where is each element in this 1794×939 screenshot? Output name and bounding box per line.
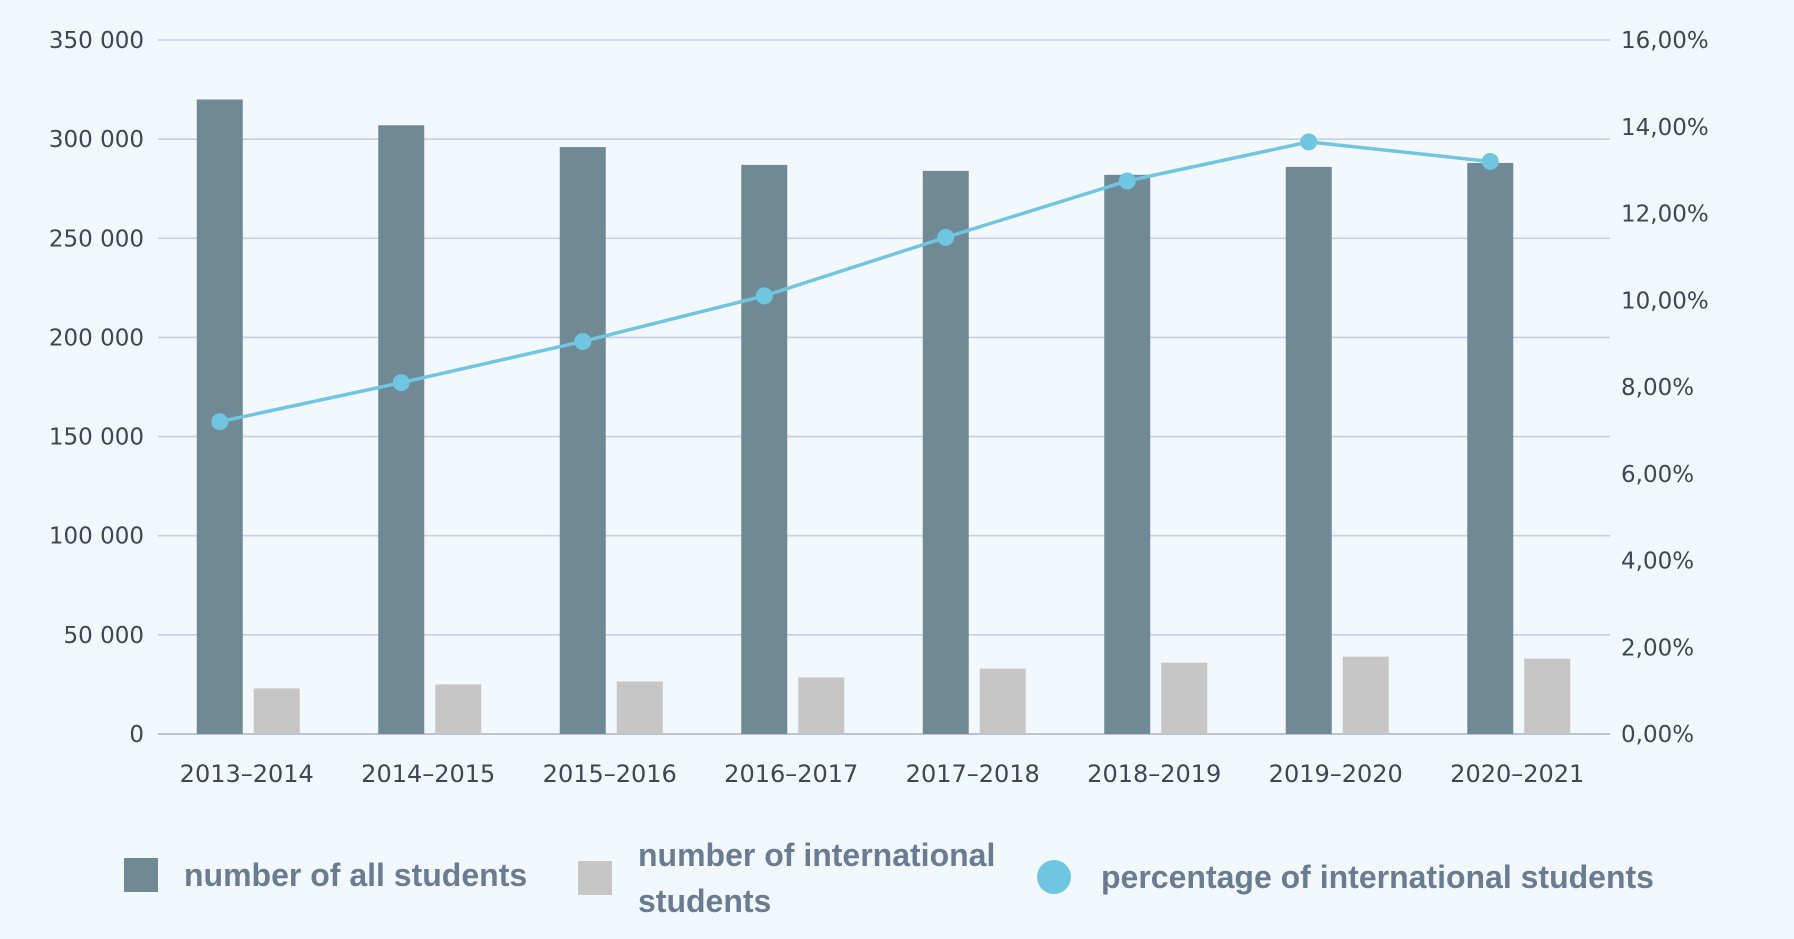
percentage-point	[574, 332, 592, 350]
bar-international-students	[435, 684, 482, 734]
bar-international-students	[1161, 662, 1208, 734]
bar-international-students	[1524, 658, 1571, 734]
bar-international-students	[1342, 656, 1389, 734]
x-category-label: 2017–2018	[906, 760, 1040, 788]
x-category-label: 2016–2017	[724, 760, 858, 788]
bar-international-students	[979, 668, 1026, 734]
legend-label-percentage: percentage of international students	[1101, 859, 1654, 895]
percentage-point	[1481, 152, 1499, 170]
y-left-tick-label: 350 000	[49, 28, 144, 54]
y-left-tick-label: 250 000	[49, 226, 144, 252]
x-category-label: 2013–2014	[180, 760, 314, 788]
x-category-label: 2014–2015	[361, 760, 495, 788]
y-right-tick-label: 10,00%	[1621, 288, 1709, 314]
legend: number of all students number of interna…	[0, 835, 1794, 935]
y-right-tick-label: 8,00%	[1621, 375, 1694, 401]
bar-all-students	[1104, 174, 1151, 734]
bar-international-students	[798, 677, 845, 734]
legend-label-international-students: number of international students	[638, 837, 996, 919]
x-category-label: 2015–2016	[543, 760, 677, 788]
legend-item-percentage: percentage of international students	[1037, 854, 1654, 900]
y-left-tick-label: 50 000	[64, 623, 144, 649]
bar-international-students	[253, 688, 300, 734]
legend-label-all-students: number of all students	[184, 857, 528, 893]
y-right-tick-label: 6,00%	[1621, 462, 1694, 488]
x-category-label: 2020–2021	[1450, 760, 1584, 788]
percentage-point	[1300, 133, 1318, 151]
x-category-label: 2019–2020	[1269, 760, 1403, 788]
y-left-tick-label: 0	[129, 722, 144, 748]
legend-swatch-percentage	[1037, 860, 1071, 894]
y-left-tick-label: 300 000	[49, 127, 144, 153]
bar-all-students	[559, 147, 606, 734]
percentage-point	[937, 228, 955, 246]
legend-item-international-students: number of international students	[578, 832, 1058, 924]
percentage-point	[1118, 172, 1136, 190]
percentage-point	[392, 374, 410, 392]
bar-all-students	[741, 164, 788, 735]
x-category-label: 2018–2019	[1087, 760, 1221, 788]
y-left-tick-label: 100 000	[49, 524, 144, 550]
chart: 0 50 000 100 000 150 000 200 000 250 000 300 0…	[49, 28, 1709, 788]
legend-swatch-international-students	[578, 861, 612, 895]
y-right-tick-label: 14,00%	[1621, 115, 1709, 141]
percentage-point	[211, 413, 229, 431]
percentage-point	[755, 287, 773, 305]
bar-all-students	[378, 125, 425, 734]
bar-all-students	[1285, 166, 1332, 735]
percentage-line	[219, 140, 1491, 424]
bar-international-students	[616, 681, 663, 734]
y-right-tick-label: 2,00%	[1621, 635, 1694, 661]
y-right-tick-label: 16,00%	[1621, 28, 1709, 54]
y-right-tick-label: 0,00%	[1621, 722, 1694, 748]
y-left-tick-label: 150 000	[49, 425, 144, 451]
legend-item-all-students: number of all students	[124, 852, 527, 898]
bar-all-students	[922, 170, 969, 734]
y-right-tick-label: 12,00%	[1621, 202, 1709, 228]
y-right-tick-label: 4,00%	[1621, 549, 1694, 575]
y-left-tick-label: 200 000	[49, 325, 144, 351]
bar-all-students	[1467, 162, 1514, 735]
legend-swatch-all-students	[124, 858, 158, 892]
